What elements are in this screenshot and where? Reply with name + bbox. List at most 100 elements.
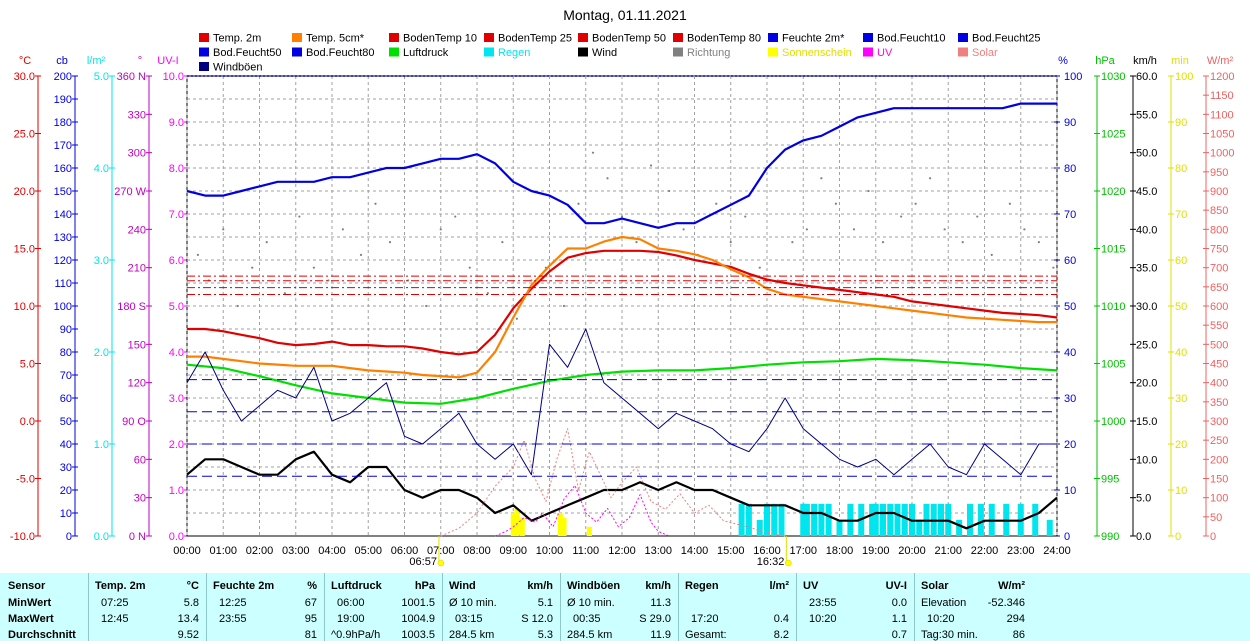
richtung-point bbox=[591, 151, 595, 154]
axis-unit: UV-I bbox=[157, 55, 178, 67]
axis-tick-label: 0.0 bbox=[94, 531, 109, 543]
stats-regen-max-time: 17:20 bbox=[691, 613, 719, 625]
stats-feuchte-min: 67 bbox=[304, 597, 317, 609]
legend-label: Windböen bbox=[213, 62, 263, 74]
stats-windboeen-distance: 284.5 km bbox=[567, 629, 613, 641]
x-tick-label: 24:00 bbox=[1043, 545, 1071, 557]
axis-tick-label: 180 bbox=[54, 117, 72, 129]
rain-bar bbox=[756, 519, 763, 536]
stats-wind-max-time: 03:15 bbox=[455, 613, 483, 625]
bars-layer bbox=[510, 503, 1053, 536]
axis-tick-label: 60 bbox=[1064, 255, 1076, 267]
legend-label: Temp. 2m bbox=[213, 33, 261, 45]
axis-tick-label: 700 bbox=[1210, 263, 1228, 275]
x-tick-label: 04:00 bbox=[318, 545, 346, 557]
series-line bbox=[186, 450, 1058, 530]
axis-tick-label: 10 bbox=[60, 508, 72, 520]
stats-solar-avg-label: Tag:30 min. bbox=[921, 629, 978, 641]
rain-bar bbox=[745, 503, 752, 536]
axis-tick-label: 0 bbox=[66, 531, 72, 543]
legend-label: BodenTemp 50 bbox=[592, 33, 666, 45]
x-tick-label: 13:00 bbox=[644, 545, 672, 557]
axis-tick-label: 3.0 bbox=[169, 393, 184, 405]
stats-windboeen-title: Windböen bbox=[567, 580, 621, 592]
stats-uv-avg: 0.7 bbox=[891, 629, 907, 641]
axis-tick-label: 200 bbox=[54, 71, 72, 83]
sun-time-label: 16:32 bbox=[757, 556, 785, 568]
stats-wind-min-label: Ø 10 min. bbox=[449, 597, 497, 609]
axis-tick-label: 50 bbox=[1064, 301, 1076, 313]
axis-tick-label: 1000 bbox=[1210, 148, 1234, 160]
series-line bbox=[186, 102, 1057, 229]
axis-tick-label: 3.0 bbox=[94, 255, 109, 267]
richtung-point bbox=[312, 266, 315, 269]
x-tick-label: 09:00 bbox=[499, 545, 527, 557]
stats-uv-min: 0.0 bbox=[891, 597, 907, 609]
axis-tick-label: 100 bbox=[54, 301, 72, 313]
richtung-point bbox=[834, 202, 837, 205]
richtung-point bbox=[758, 266, 761, 269]
stats-uv-unit: UV-I bbox=[885, 580, 907, 592]
x-tick-label: 12:00 bbox=[608, 545, 636, 557]
axis-tick-label: 5.0 bbox=[1136, 493, 1151, 505]
richtung-point bbox=[943, 228, 946, 231]
legend-label: BodenTemp 80 bbox=[687, 33, 761, 45]
axis-tick-label: 190 bbox=[54, 94, 72, 106]
series-line bbox=[186, 328, 1057, 476]
richtung-point bbox=[805, 228, 808, 231]
rain-bar bbox=[811, 503, 818, 536]
stats-sensor-title: Sensor bbox=[8, 580, 46, 592]
x-tick-label: 14:00 bbox=[681, 545, 709, 557]
legend-swatch bbox=[958, 33, 968, 42]
stats-luftdruck-min-time: 06:00 bbox=[337, 597, 365, 609]
x-tick-label: 07:00 bbox=[427, 545, 455, 557]
richtung-point bbox=[196, 253, 199, 256]
axis-unit: min bbox=[1171, 55, 1189, 67]
axis-tick-label: 180 S bbox=[117, 301, 146, 313]
axis-tick-label: 50 bbox=[60, 416, 72, 428]
stats-luftdruck-title: Luftdruck bbox=[331, 580, 382, 592]
axis-tick-label: 5.0 bbox=[20, 359, 35, 371]
axis-unit: hPa bbox=[1095, 55, 1115, 67]
rain-bar bbox=[901, 503, 908, 536]
stats-feuchte-max-time: 23:55 bbox=[219, 613, 247, 625]
richtung-point bbox=[577, 202, 580, 205]
legend-label: Luftdruck bbox=[403, 47, 449, 59]
stats-wind-title: Wind bbox=[449, 580, 476, 592]
stats-wind-max: S 12.0 bbox=[521, 613, 553, 625]
axis-tick-label: 1150 bbox=[1210, 90, 1234, 102]
axis-tick-label: 0 bbox=[1210, 531, 1216, 543]
sun-icon bbox=[437, 559, 445, 567]
axis-tick-label: 20 bbox=[1175, 439, 1187, 451]
richtung-point bbox=[265, 241, 268, 244]
axis-tick-label: 10.0 bbox=[163, 71, 184, 83]
axis-tick-label: 1.0 bbox=[169, 485, 184, 497]
richtung-point bbox=[881, 241, 885, 244]
legend-swatch bbox=[958, 47, 968, 57]
richtung-point bbox=[374, 202, 377, 205]
x-tick-label: 02:00 bbox=[246, 545, 274, 557]
axis-tick-label: 5.0 bbox=[169, 301, 184, 313]
legend-swatch bbox=[199, 62, 209, 71]
axis-tick-label: 1000 bbox=[1101, 416, 1125, 428]
legend-swatch bbox=[389, 47, 399, 57]
rain-bar bbox=[738, 503, 745, 536]
axis-tick-label: 10.0 bbox=[14, 301, 35, 313]
series-line bbox=[440, 428, 786, 537]
legend-label: BodenTemp 10 bbox=[403, 33, 477, 45]
stats-windboeen-min-label: Ø 10 min. bbox=[567, 597, 615, 609]
stats-luftdruck-max-time: 19:00 bbox=[337, 613, 365, 625]
x-tick-label: 19:00 bbox=[862, 545, 890, 557]
stats-feuchte-max: 95 bbox=[304, 613, 317, 625]
axis-tick-label: -10.0 bbox=[10, 531, 35, 543]
legend-label: UV bbox=[877, 47, 893, 59]
rain-bar bbox=[836, 519, 843, 536]
axis-tick-label: 45.0 bbox=[1136, 186, 1157, 198]
stats-uv-column: UV UV-I 23:55 0.0 10:20 1.1 0.7 bbox=[796, 573, 915, 641]
axis-tick-label: 1200 bbox=[1210, 71, 1234, 83]
richtung-point bbox=[820, 177, 823, 180]
axis-tick-label: 50.0 bbox=[1136, 148, 1157, 160]
stats-solar-column: Solar W/m² Elevation -52.346 10:20 294 T… bbox=[914, 573, 1033, 641]
rain-bar bbox=[1046, 519, 1053, 536]
x-tick-label: 01:00 bbox=[209, 545, 237, 557]
